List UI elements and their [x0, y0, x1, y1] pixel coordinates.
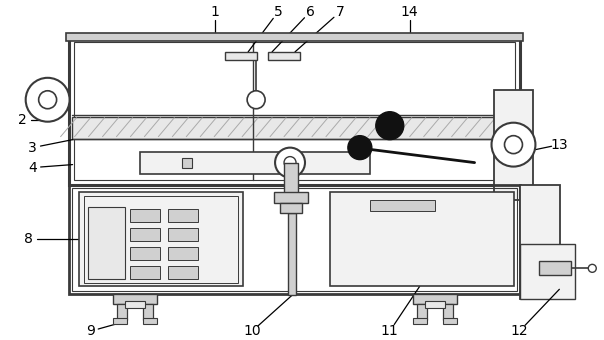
Bar [143, 318, 158, 324]
Circle shape [284, 157, 296, 169]
Bar [169, 228, 198, 241]
Circle shape [504, 136, 522, 154]
Bar [443, 318, 457, 324]
Text: 8: 8 [24, 233, 33, 246]
Text: 11: 11 [381, 324, 399, 338]
Bar [521, 244, 576, 299]
Bar [140, 152, 370, 174]
Bar [521, 185, 561, 299]
Circle shape [247, 91, 265, 109]
Text: 13: 13 [551, 138, 568, 152]
Bar [114, 318, 127, 324]
Bar [130, 248, 160, 260]
Bar [169, 248, 198, 260]
Bar [413, 318, 426, 324]
Text: 3: 3 [28, 141, 37, 155]
Bar [143, 304, 153, 320]
Text: 12: 12 [510, 324, 528, 338]
Bar [539, 261, 571, 275]
Bar [417, 304, 426, 320]
Bar [413, 294, 457, 304]
Bar [268, 52, 300, 60]
Text: 10: 10 [243, 324, 261, 338]
Bar [130, 228, 160, 241]
Bar [74, 42, 515, 180]
Bar [126, 301, 146, 308]
Bar [114, 294, 158, 304]
Bar [280, 204, 302, 214]
Bar [182, 158, 192, 168]
Text: 5: 5 [274, 5, 283, 19]
Circle shape [348, 136, 372, 159]
Text: 14: 14 [401, 5, 419, 19]
Bar [71, 188, 518, 291]
Text: 1: 1 [211, 5, 220, 19]
Bar [493, 90, 533, 200]
Text: 9: 9 [86, 324, 95, 338]
Bar [66, 33, 524, 41]
Bar [169, 266, 198, 279]
Bar [69, 37, 521, 185]
Bar [169, 209, 198, 222]
Bar [274, 191, 308, 204]
Circle shape [492, 123, 535, 167]
Text: 4: 4 [28, 160, 37, 174]
Bar [330, 191, 515, 286]
Bar [88, 207, 126, 279]
Bar [284, 163, 298, 194]
Circle shape [39, 91, 57, 109]
Bar [130, 209, 160, 222]
Text: 2: 2 [18, 113, 27, 127]
Bar [117, 304, 127, 320]
Bar [83, 195, 238, 283]
Text: 7: 7 [336, 5, 344, 19]
Bar [425, 301, 445, 308]
Bar [79, 191, 243, 286]
Bar [443, 304, 452, 320]
Bar [71, 117, 518, 139]
Circle shape [275, 148, 305, 177]
Bar [370, 200, 435, 211]
Text: 6: 6 [306, 5, 315, 19]
Circle shape [376, 112, 403, 140]
Circle shape [588, 264, 596, 272]
Bar [288, 214, 296, 295]
Bar [130, 266, 160, 279]
Bar [69, 185, 521, 294]
Bar [225, 52, 257, 60]
Circle shape [26, 78, 69, 122]
